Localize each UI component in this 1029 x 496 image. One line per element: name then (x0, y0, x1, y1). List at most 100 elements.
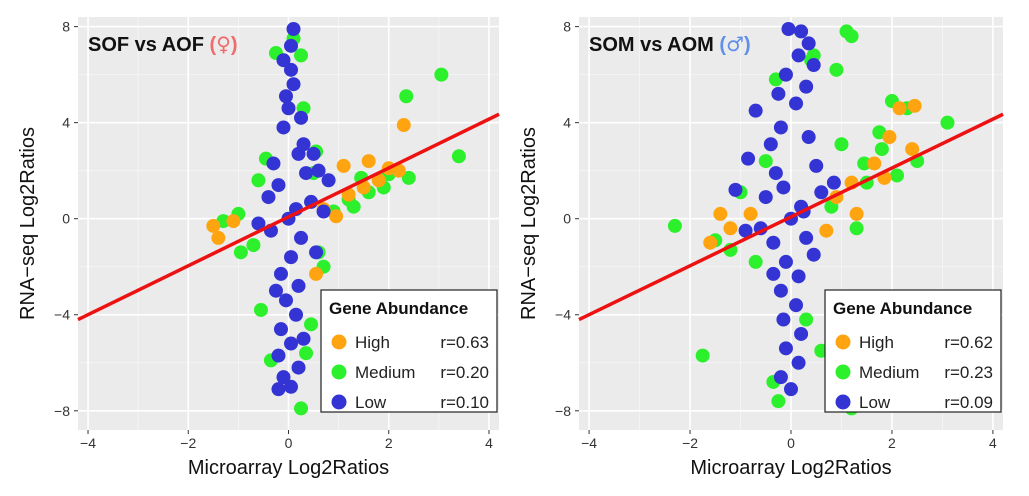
chart-0-point-low (291, 360, 306, 375)
chart-0-legend-swatch-medium (331, 364, 347, 380)
chart-0-y-tick-label: 8 (62, 19, 70, 35)
chart-0-point-low (284, 62, 299, 77)
chart-0-point-low (316, 204, 331, 219)
chart-0-x-tick-label: 0 (285, 435, 293, 451)
chart-1-point-low (778, 341, 793, 356)
chart-1-point-high (743, 206, 758, 221)
chart-1-point-low (789, 298, 804, 313)
chart-1-point-medium (829, 62, 844, 77)
chart-0-point-low (276, 370, 291, 385)
chart-1-point-low (776, 312, 791, 327)
chart-1-point-low (826, 175, 841, 190)
chart-1-point-medium (695, 348, 710, 363)
chart-1-legend-r-low: r=0.09 (944, 393, 993, 412)
chart-0-legend-swatch-high (331, 334, 347, 350)
chart-1-title-paren-close: ) (744, 34, 751, 56)
chart-0-point-low (271, 178, 286, 193)
chart-1-point-low (766, 235, 781, 250)
chart-1-y-tick-label: 8 (563, 19, 571, 35)
chart-1-point-low (794, 24, 809, 39)
chart-1-point-medium (890, 168, 904, 183)
chart-1-x-tick-label: 2 (888, 435, 896, 451)
chart-1-point-medium (834, 137, 849, 152)
chart-1-point-low (776, 180, 791, 195)
chart-1-point-high (892, 101, 907, 116)
chart-1-y-tick-label: 4 (563, 115, 571, 131)
chart-1-y-tick-label: 0 (563, 211, 571, 227)
chart-0-point-low (296, 331, 311, 346)
chart-0-legend-r-low: r=0.10 (440, 393, 489, 412)
chart-1-point-low (741, 151, 756, 166)
chart-0-point-low (266, 156, 281, 171)
chart-1-point-low (781, 22, 796, 37)
chart-0-fit-line (77, 112, 500, 322)
chart-1-point-low (748, 103, 763, 118)
chart-1-x-tick-label: −2 (682, 435, 698, 451)
chart-1-point-low (768, 166, 783, 181)
chart-0-y-tick-label: −8 (54, 403, 70, 419)
chart-0-legend-swatch-low (331, 394, 347, 410)
chart-1-point-high (849, 206, 864, 221)
chart-0-point-high (361, 154, 376, 169)
chart-1-x-tick-label: 0 (787, 435, 795, 451)
chart-1-point-medium (771, 394, 786, 409)
chart-1-point-medium (758, 154, 773, 169)
chart-1-sex-symbol: ♂ (726, 32, 744, 56)
chart-0-point-high (211, 230, 226, 245)
chart-1-point-high (905, 142, 920, 157)
chart-0-point-low (276, 120, 291, 135)
chart-1-points (667, 22, 955, 416)
chart-1-point-low (773, 283, 788, 298)
chart-1-legend-label-high: High (859, 333, 894, 352)
chart-0-point-medium (399, 89, 414, 104)
chart-1-legend-label-medium: Medium (859, 363, 919, 382)
chart-0-point-medium (451, 149, 466, 164)
chart-0-point-medium (434, 67, 449, 82)
chart-0-legend: Gene Abundance High r=0.63 Medium r=0.20 Low r… (320, 289, 498, 413)
chart-1-x-tick-label: −4 (581, 435, 597, 451)
chart-1-point-low (799, 79, 814, 94)
chart-1-legend-r-medium: r=0.23 (944, 363, 993, 382)
chart-0-y-tick-label: 4 (62, 115, 70, 131)
chart-0-point-high (309, 266, 324, 281)
chart-1-y-axis-label: RNA−seq Log2Ratios (518, 127, 540, 320)
chart-0-x-tick-label: 4 (485, 435, 493, 451)
chart-1-point-low (766, 266, 781, 281)
chart-0-x-tick-label: −4 (80, 435, 96, 451)
chart-0-point-high (371, 173, 386, 188)
chart-1-y-tick-label: −8 (555, 403, 571, 419)
chart-0-point-low (261, 190, 276, 205)
chart-1-point-medium (940, 115, 955, 130)
chart-1-legend-title: Gene Abundance (833, 299, 972, 318)
chart-1-point-medium (748, 254, 763, 269)
chart-0-point-low (311, 163, 326, 178)
chart-0-point-low (306, 146, 321, 161)
chart-0-point-medium (253, 302, 268, 317)
chart-1-point-low (773, 120, 788, 135)
chart-0-point-medium (401, 170, 416, 185)
chart-0-point-low (284, 379, 299, 394)
chart-0-title-paren-close: ) (231, 34, 238, 56)
chart-1-point-low (738, 223, 753, 238)
chart-0-point-medium (294, 48, 309, 63)
chart-1-point-medium (849, 221, 864, 236)
chart-0-y-tick-label: −4 (54, 307, 70, 323)
chart-1-point-medium (799, 312, 814, 327)
chart-0-point-low (284, 336, 299, 351)
chart-1-title: SOM vs AOM (♂) (589, 32, 751, 56)
chart-0-point-medium (304, 317, 319, 332)
chart-1-point-medium (874, 142, 889, 157)
chart-0-point-low (276, 53, 291, 68)
chart-0-point-low (251, 216, 266, 231)
chart-1-x-axis-label: Microarray Log2Ratios (690, 457, 891, 479)
chart-1-point-low (794, 326, 809, 341)
chart-0-point-medium (299, 346, 314, 361)
chart-0-legend-label-high: High (355, 333, 390, 352)
chart-0-point-low (291, 278, 306, 293)
chart-1-point-low (784, 382, 798, 397)
chart-0-point-low (278, 89, 293, 104)
chart-1-point-medium (857, 156, 872, 171)
chart-1-point-low (801, 130, 816, 145)
